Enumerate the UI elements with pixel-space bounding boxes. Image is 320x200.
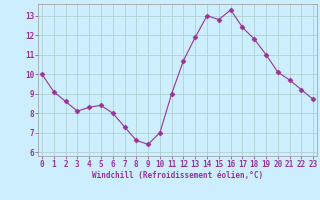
X-axis label: Windchill (Refroidissement éolien,°C): Windchill (Refroidissement éolien,°C) (92, 171, 263, 180)
